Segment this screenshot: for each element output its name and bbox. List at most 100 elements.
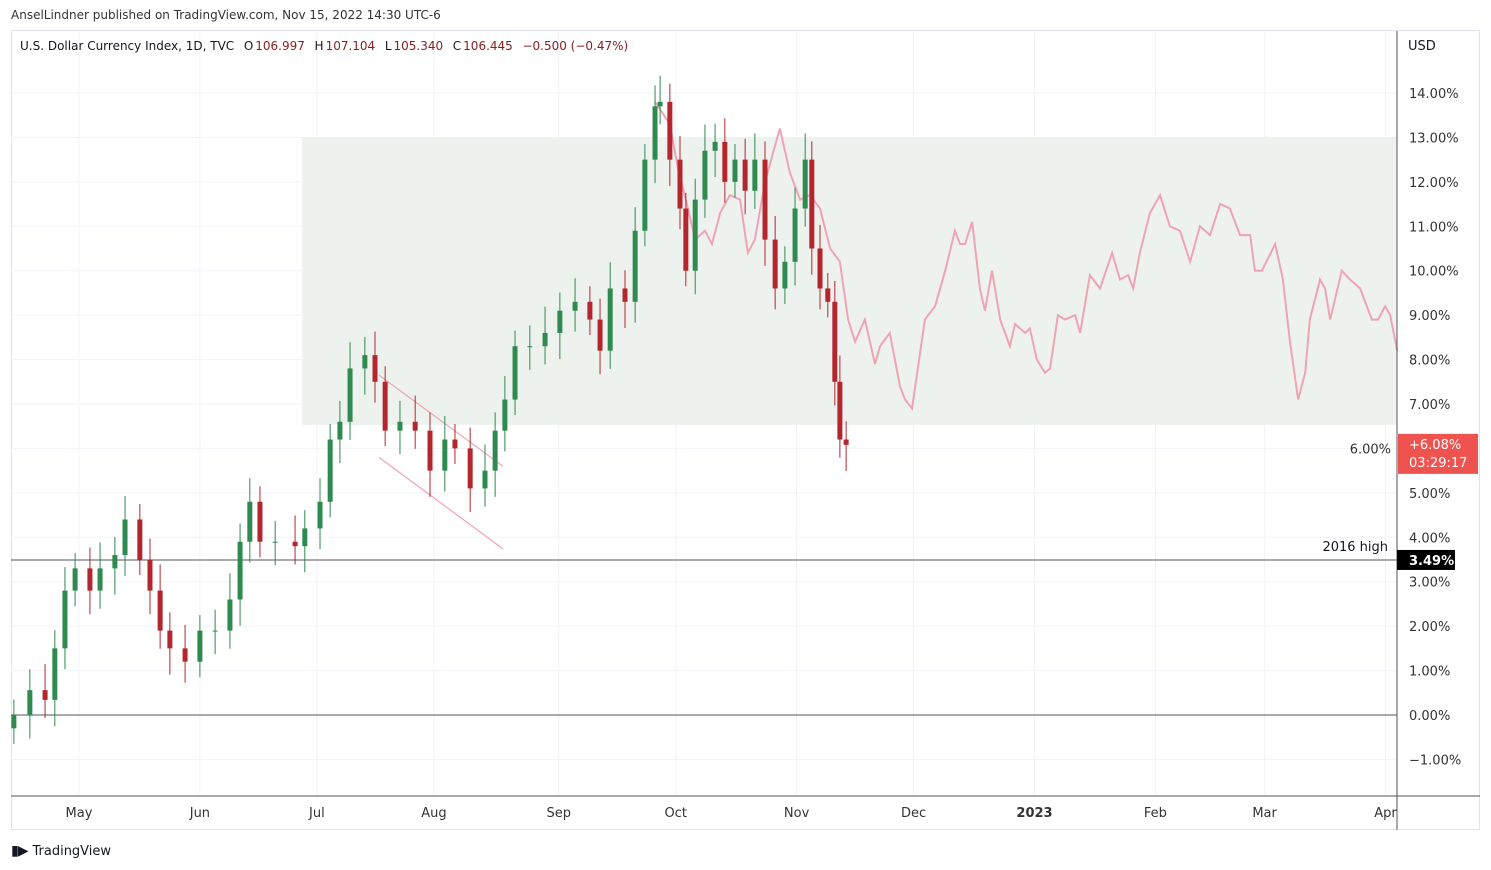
footer-brand[interactable]: ▮▶ TradingView bbox=[11, 843, 111, 859]
candle-body bbox=[572, 301, 578, 311]
candle-body bbox=[677, 159, 683, 209]
candle-body bbox=[362, 355, 368, 369]
candle-body bbox=[657, 101, 663, 107]
candle-body bbox=[732, 159, 738, 182]
candle-body bbox=[752, 159, 758, 191]
x-tick-label: Jun bbox=[189, 806, 210, 821]
x-tick-label: Oct bbox=[664, 806, 686, 821]
symbol-legend: U.S. Dollar Currency Index, 1D, TVC O 106… bbox=[20, 39, 630, 53]
candle-body bbox=[337, 421, 343, 440]
x-tick-label: Sep bbox=[546, 806, 571, 821]
candle-body bbox=[512, 346, 518, 400]
candle-body bbox=[11, 715, 17, 729]
x-tick-label: Dec bbox=[901, 806, 926, 821]
y-tick-label: 4.00% bbox=[1409, 531, 1450, 546]
candle-body bbox=[257, 501, 263, 542]
last-price-tag-bg bbox=[1398, 433, 1478, 474]
candle-body bbox=[632, 230, 638, 302]
target-zone-rect bbox=[302, 137, 1398, 425]
low-label: L bbox=[384, 39, 392, 53]
price-tag-2016: 3.49% bbox=[1409, 554, 1454, 569]
y-tick-label: 0.00% bbox=[1409, 709, 1450, 724]
symbol-name[interactable]: U.S. Dollar Currency Index, 1D, TVC bbox=[20, 39, 235, 53]
candle-body bbox=[122, 519, 128, 556]
candle-body bbox=[597, 319, 603, 351]
y-tick-label: 8.00% bbox=[1409, 354, 1450, 369]
high-label: H bbox=[314, 39, 324, 53]
candle-body bbox=[837, 381, 843, 440]
y-tick-label: 1.00% bbox=[1409, 665, 1450, 680]
label-2016-high: 2016 high bbox=[1322, 540, 1388, 555]
candle-body bbox=[742, 159, 748, 191]
candle-body bbox=[782, 261, 788, 289]
candle-body bbox=[843, 439, 849, 445]
candle-body bbox=[347, 368, 353, 422]
last-price-tag: +6.08% bbox=[1409, 438, 1461, 453]
change-value: −0.500 (−0.47%) bbox=[522, 39, 629, 53]
candle-body bbox=[137, 519, 143, 560]
candle-body bbox=[542, 332, 548, 347]
candle-body bbox=[482, 470, 488, 489]
candle-body bbox=[722, 141, 728, 182]
y-tick-label: 5.00% bbox=[1409, 487, 1450, 502]
tradingview-logo-icon: ▮▶ bbox=[11, 843, 29, 859]
candle-body bbox=[683, 208, 689, 271]
publisher-line: AnselLindner published on TradingView.co… bbox=[11, 8, 441, 22]
candle-body bbox=[467, 448, 473, 489]
candle-body bbox=[802, 159, 808, 209]
candle-body bbox=[327, 439, 333, 502]
price-tag-2016-bg bbox=[1397, 549, 1455, 570]
candle-body bbox=[587, 301, 593, 320]
candle-body bbox=[302, 528, 308, 547]
candle-body bbox=[762, 159, 768, 240]
candle-body bbox=[87, 568, 93, 591]
currency-label: USD bbox=[1408, 39, 1436, 54]
candle-body bbox=[712, 141, 718, 151]
candle-body bbox=[317, 501, 323, 529]
candle-body bbox=[97, 568, 103, 591]
y-tick-label: 7.00% bbox=[1409, 398, 1450, 413]
x-tick-label: Jul bbox=[308, 806, 325, 821]
candle-body bbox=[412, 421, 418, 431]
candle-body bbox=[442, 439, 448, 471]
candle-body bbox=[642, 159, 648, 231]
y-tick-label: −1.00% bbox=[1409, 753, 1461, 768]
x-tick-label: Nov bbox=[784, 806, 810, 821]
candle-body bbox=[825, 288, 831, 302]
candle-body bbox=[452, 439, 458, 449]
close-value: 106.445 bbox=[463, 39, 513, 53]
x-tick-label: Feb bbox=[1144, 806, 1167, 821]
candle-body bbox=[52, 648, 58, 700]
candle-body bbox=[372, 355, 378, 382]
y-tick-label: 12.00% bbox=[1409, 176, 1459, 191]
open-label: O bbox=[243, 39, 254, 53]
candle-body bbox=[667, 101, 673, 160]
candle-body bbox=[42, 690, 48, 700]
candle-body bbox=[227, 599, 233, 631]
candle-body bbox=[212, 630, 218, 632]
x-tick-label: May bbox=[66, 806, 93, 821]
y-tick-label: 6.00% bbox=[1350, 442, 1391, 457]
candle-body bbox=[182, 648, 188, 662]
bar-countdown: 03:29:17 bbox=[1409, 456, 1467, 471]
candle-body bbox=[237, 541, 243, 600]
candle-body bbox=[622, 288, 628, 302]
y-tick-label: 10.00% bbox=[1409, 265, 1459, 280]
candle-body bbox=[397, 421, 403, 431]
y-tick-label: 9.00% bbox=[1409, 309, 1450, 324]
candle-body bbox=[809, 159, 815, 249]
candle-body bbox=[502, 399, 508, 431]
candle-body bbox=[147, 559, 153, 591]
candle-body bbox=[27, 690, 33, 715]
candle-body bbox=[292, 541, 298, 547]
candle-body bbox=[167, 630, 173, 649]
candle-body bbox=[62, 590, 68, 649]
low-value: 105.340 bbox=[393, 39, 444, 53]
candle-body bbox=[492, 430, 498, 471]
candle-body bbox=[772, 239, 778, 289]
candle-body bbox=[702, 150, 708, 200]
candle-body bbox=[197, 630, 203, 662]
candle-body bbox=[112, 555, 118, 569]
channel-upper-line bbox=[378, 374, 504, 467]
